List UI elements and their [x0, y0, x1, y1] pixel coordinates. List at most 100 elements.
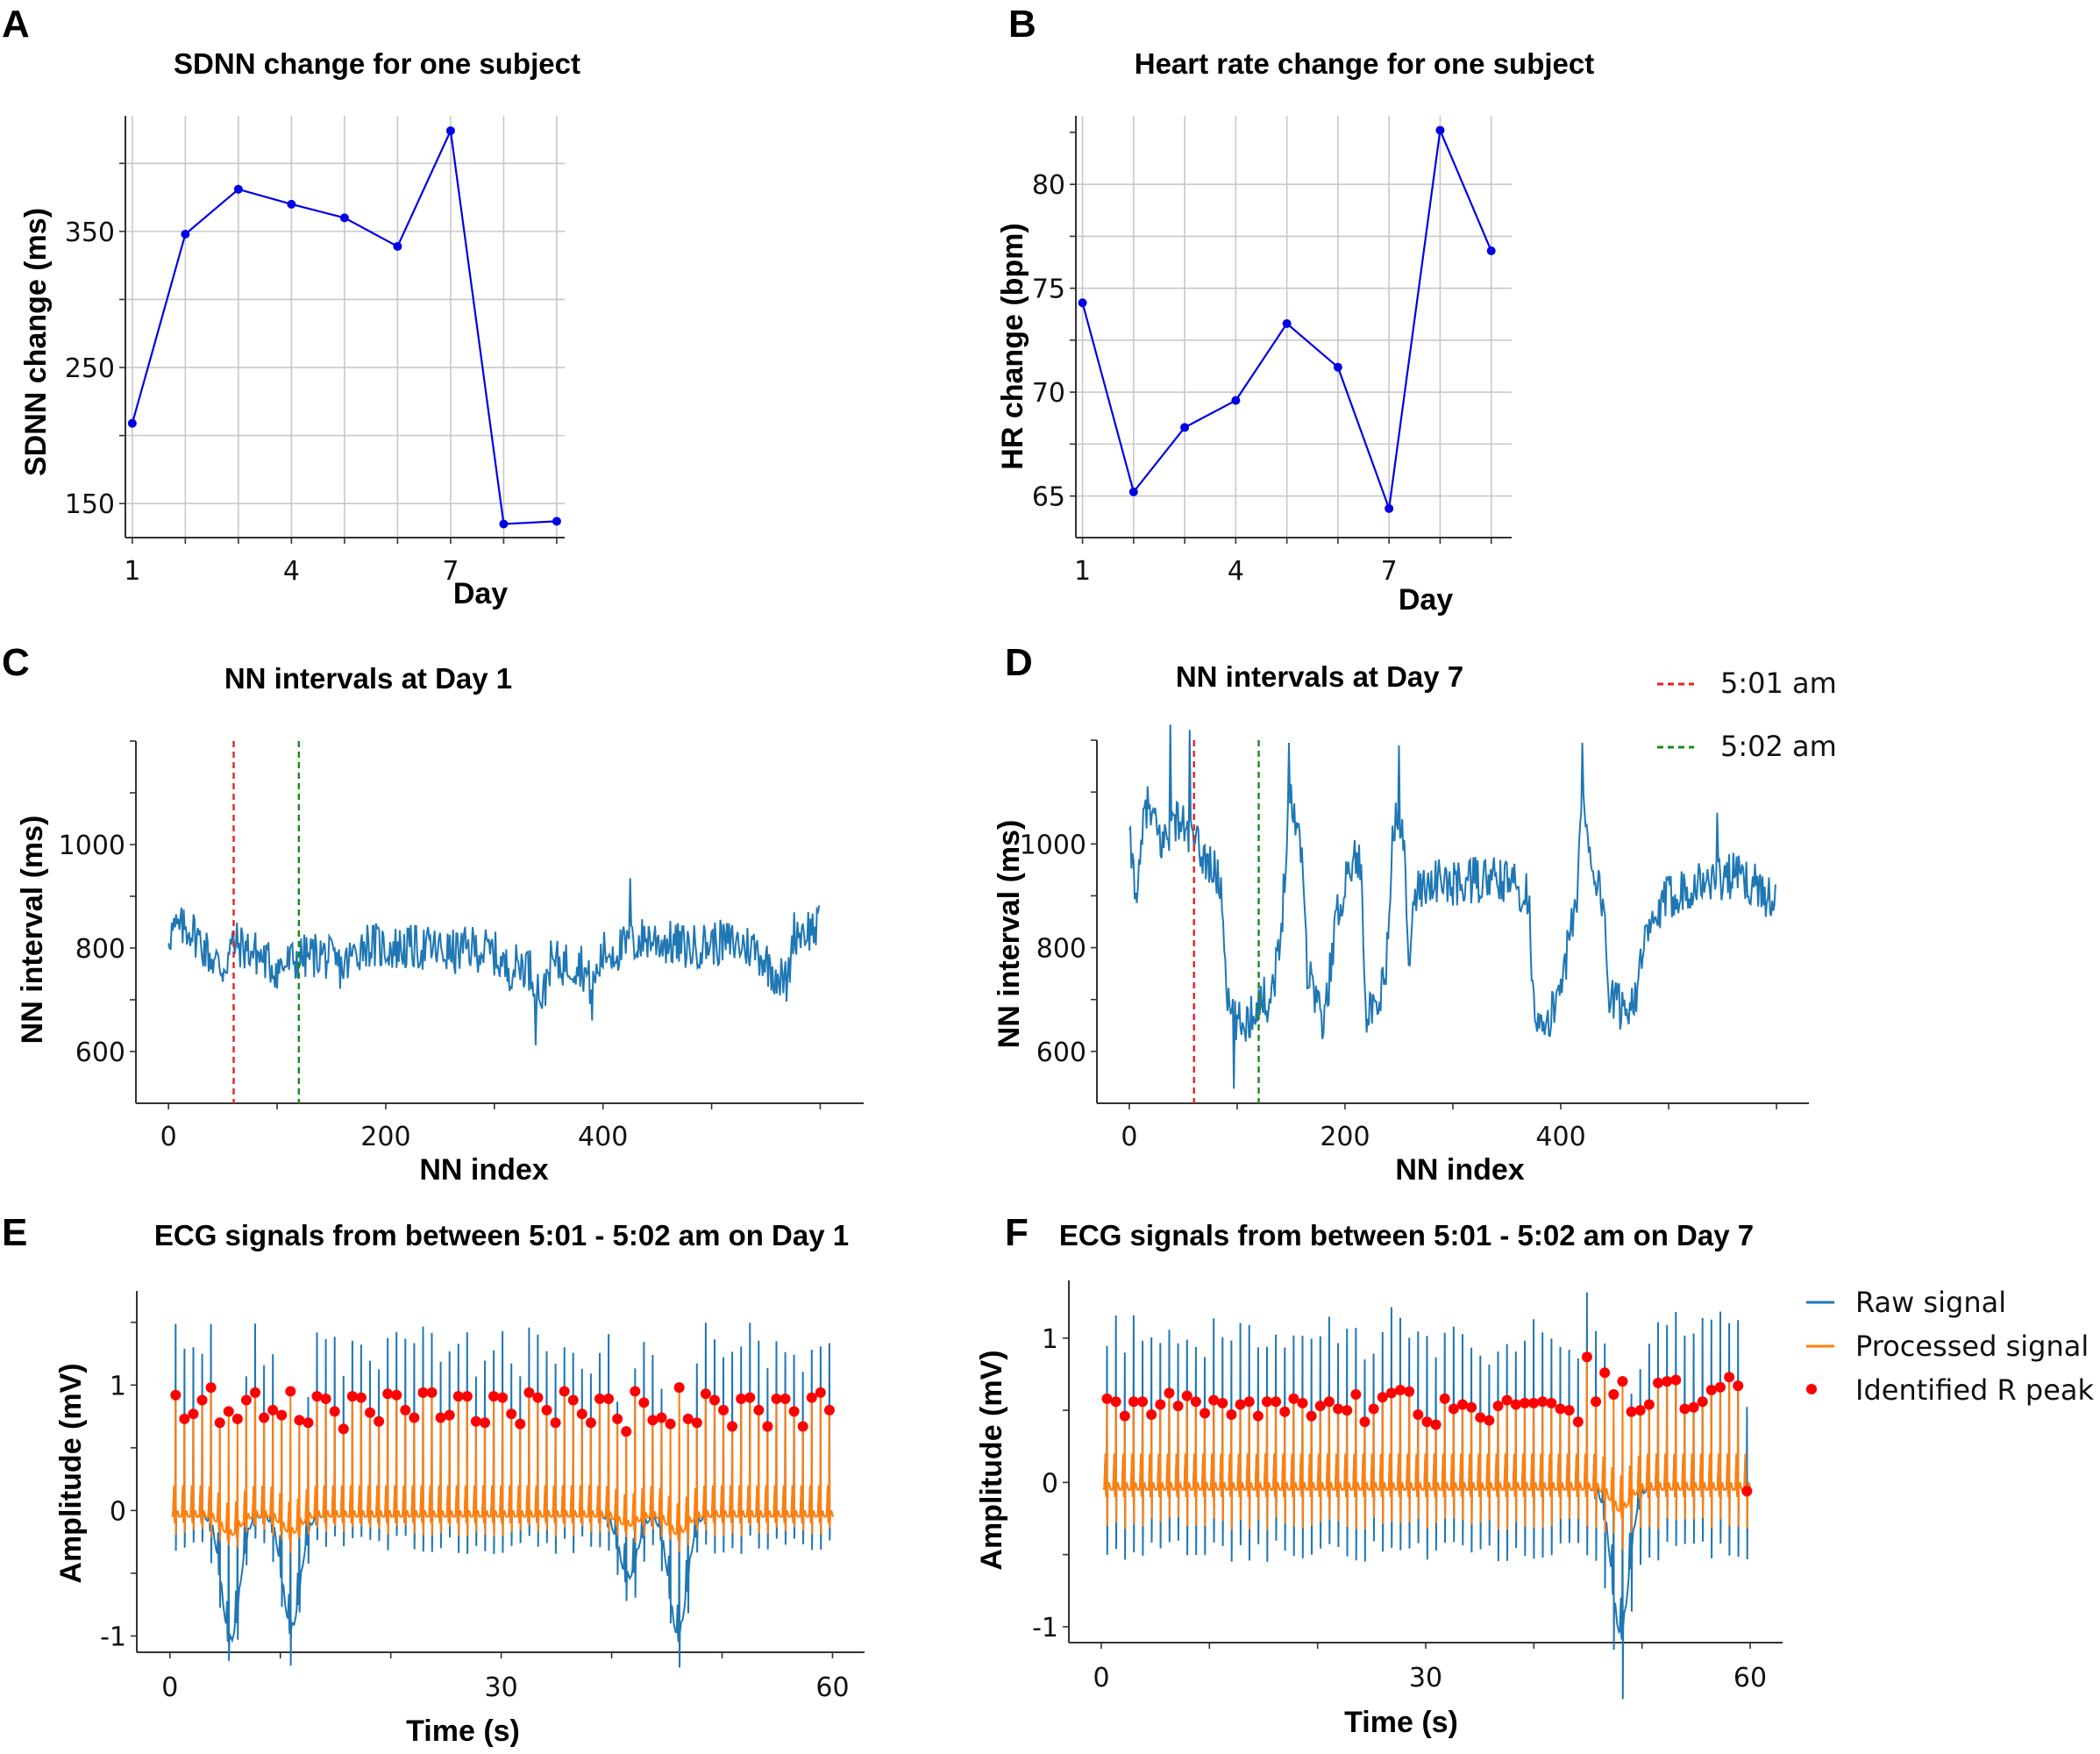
plot-area-f: 0 30 60 -1 0 1: [1032, 1280, 1783, 1700]
r-peak-marker: [1555, 1403, 1566, 1415]
r-peak-marker: [1297, 1397, 1308, 1408]
legend-f: Raw signal Processed signal Identified R…: [1806, 1286, 2095, 1407]
r-peak-marker: [1252, 1410, 1264, 1422]
r-peak-marker: [223, 1406, 234, 1417]
y-tick-label: 1: [1042, 1324, 1058, 1355]
r-peak-marker: [523, 1387, 535, 1398]
data-point: [181, 229, 190, 239]
y-tick-label: 250: [65, 353, 115, 384]
r-peak-marker: [1199, 1408, 1211, 1419]
data-point: [393, 241, 402, 251]
data-point: [552, 517, 561, 526]
r-peak-marker: [1261, 1396, 1272, 1408]
x-tick-label: 400: [578, 1122, 628, 1152]
r-peak-marker: [294, 1415, 305, 1426]
r-peak-marker: [497, 1392, 509, 1403]
r-peak-marker: [444, 1409, 455, 1421]
r-peak-marker: [594, 1394, 605, 1405]
r-peak-marker: [727, 1421, 738, 1432]
r-peak-marker: [1599, 1367, 1611, 1379]
r-peak-marker: [1101, 1393, 1113, 1404]
r-peak-marker: [285, 1386, 296, 1397]
r-peak-marker: [621, 1426, 632, 1437]
x-axis-label-d: NN index: [1395, 1153, 1524, 1187]
r-peak-marker: [1528, 1397, 1540, 1408]
r-peak-marker: [1404, 1386, 1415, 1397]
chart-title-a: SDNN change for one subject: [174, 47, 580, 80]
r-peak-marker: [365, 1407, 376, 1418]
r-peak-marker: [435, 1412, 446, 1423]
r-peak-marker: [276, 1409, 288, 1421]
x-tick-label: 60: [815, 1672, 849, 1703]
chart-title-f: ECG signals from between 5:01 - 5:02 am …: [1059, 1219, 1754, 1251]
panel-d: D NN intervals at Day 7 NN index NN inte…: [993, 641, 1837, 1187]
r-peak-marker: [1271, 1396, 1282, 1408]
data-point: [1078, 298, 1087, 308]
r-peak-marker: [673, 1382, 685, 1394]
r-peak-marker: [1235, 1399, 1246, 1410]
data-point: [339, 213, 349, 223]
r-peak-marker: [700, 1388, 711, 1400]
plot-area-a: 1 4 7 150 250 350: [65, 116, 565, 587]
x-axis-label-a: Day: [453, 577, 508, 610]
nn-interval-line-c: [167, 878, 821, 1045]
r-peak-marker: [1359, 1416, 1370, 1428]
data-point: [233, 184, 243, 194]
r-peak-marker: [1430, 1419, 1442, 1430]
data-point: [287, 199, 296, 209]
r-peak-marker: [338, 1423, 349, 1435]
r-peak-marker: [1662, 1376, 1673, 1387]
y-tick-label: 75: [1032, 275, 1065, 305]
r-peak-marker: [1714, 1381, 1726, 1393]
r-peak-marker: [1333, 1403, 1344, 1415]
r-peak-marker: [1634, 1405, 1646, 1416]
x-tick-label: 0: [1093, 1663, 1109, 1693]
r-peak-marker: [753, 1404, 765, 1415]
r-peak-marker: [1457, 1399, 1469, 1410]
r-peak-marker: [400, 1404, 411, 1415]
r-peak-marker: [779, 1394, 791, 1405]
r-peak-marker: [1190, 1396, 1201, 1408]
r-peak-marker: [205, 1382, 217, 1394]
x-tick-label: 0: [160, 1122, 177, 1152]
y-tick-label: 150: [65, 489, 115, 520]
r-peak-marker: [231, 1413, 243, 1424]
r-peak-marker: [532, 1392, 544, 1403]
r-peak-marker: [1146, 1409, 1157, 1421]
data-point: [499, 519, 509, 529]
y-axis-label-a: SDNN change (ms): [19, 208, 53, 476]
r-peak-marker: [1155, 1399, 1166, 1410]
x-tick-label: 30: [1409, 1663, 1442, 1693]
r-peak-marker: [1741, 1486, 1753, 1497]
r-peak-marker: [1563, 1405, 1575, 1416]
r-peak-marker: [585, 1417, 596, 1429]
r-peak-marker: [1314, 1401, 1326, 1412]
r-peak-marker: [1510, 1399, 1521, 1410]
y-tick-label: 1: [110, 1371, 126, 1401]
r-peak-marker: [1466, 1401, 1477, 1413]
y-tick-label: 1000: [1020, 830, 1086, 860]
r-peak-marker: [1653, 1377, 1664, 1388]
x-tick-label: 7: [442, 556, 459, 587]
panel-f: F ECG signals from between 5:01 - 5:02 a…: [975, 1211, 2095, 1739]
r-peak-marker: [1395, 1385, 1406, 1396]
x-tick-label: 0: [161, 1672, 178, 1703]
r-peak-marker: [259, 1412, 270, 1423]
r-peak-marker: [1385, 1387, 1397, 1399]
y-tick-label: 600: [1036, 1037, 1086, 1068]
x-tick-label: 30: [485, 1672, 518, 1703]
y-axis-label-d: NN interval (ms): [993, 820, 1026, 1049]
r-peak-marker: [1448, 1403, 1459, 1415]
r-peak-marker: [1243, 1396, 1255, 1408]
y-tick-label: 0: [110, 1496, 126, 1527]
chart-title-d: NN intervals at Day 7: [1176, 660, 1463, 693]
r-peak-marker: [250, 1387, 261, 1398]
r-peak-marker: [1679, 1403, 1691, 1415]
y-tick-label: 350: [65, 217, 115, 248]
y-tick-label: -1: [100, 1622, 126, 1652]
r-peak-marker: [656, 1412, 667, 1423]
plot-area-c: 0 200 400 600 800 1000: [59, 740, 864, 1152]
r-peak-marker: [682, 1413, 694, 1424]
legend-swatch-r-peak: [1806, 1384, 1817, 1394]
y-tick-label: 65: [1032, 482, 1065, 513]
